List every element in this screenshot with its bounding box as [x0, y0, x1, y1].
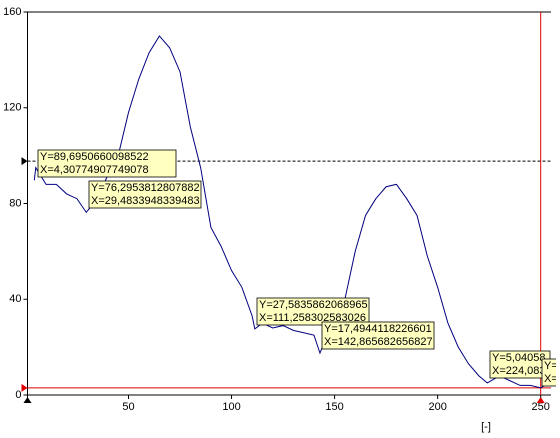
annotation-text: Y=27,5835862068965 [259, 299, 368, 311]
annotation-text: Y=17,4944118226601 [324, 323, 432, 335]
cursor-x-handle [23, 397, 32, 403]
annotation-text: Y=5,04058 [492, 352, 546, 364]
limit-y-handle [21, 383, 28, 392]
x-tick-label: 100 [222, 401, 240, 413]
annotation-box [37, 149, 177, 178]
y-tick-label: 80 [9, 197, 21, 209]
annotation-box [541, 358, 556, 387]
annotation-text: X=29,4833948339483 [91, 195, 200, 207]
data-line [33, 35, 546, 389]
x-axis-label: [-] [481, 421, 491, 433]
limit-x-handle [536, 397, 545, 403]
y-tick-label: 160 [3, 6, 21, 18]
annotation-box [88, 180, 202, 209]
annotation-text: X=224,083 [492, 365, 546, 377]
annotation-text: X=4,30774907749078 [40, 164, 149, 176]
annotation-box [256, 297, 370, 326]
x-tick-label: 200 [428, 401, 446, 413]
y-tick-label: 40 [9, 293, 21, 305]
x-tick-label: 250 [532, 401, 550, 413]
annotation-text: Y=89,6950660098522 [40, 151, 149, 163]
cursor-y-handle [21, 157, 28, 166]
annotation-text: X=111,258302583026 [259, 312, 366, 324]
annotation-text: X=142,865682656827 [324, 336, 433, 348]
x-tick-label: 50 [122, 401, 134, 413]
y-tick-label: 120 [3, 102, 21, 114]
y-tick-label: 0 [15, 389, 21, 401]
annotation-box [321, 321, 435, 350]
annotation-text: Y= [544, 360, 558, 372]
x-tick-label: 150 [325, 401, 343, 413]
annotation-text: X= [544, 373, 558, 385]
annotation-text: Y=76,2953812807882 [91, 182, 200, 194]
annotation-box [489, 350, 551, 379]
